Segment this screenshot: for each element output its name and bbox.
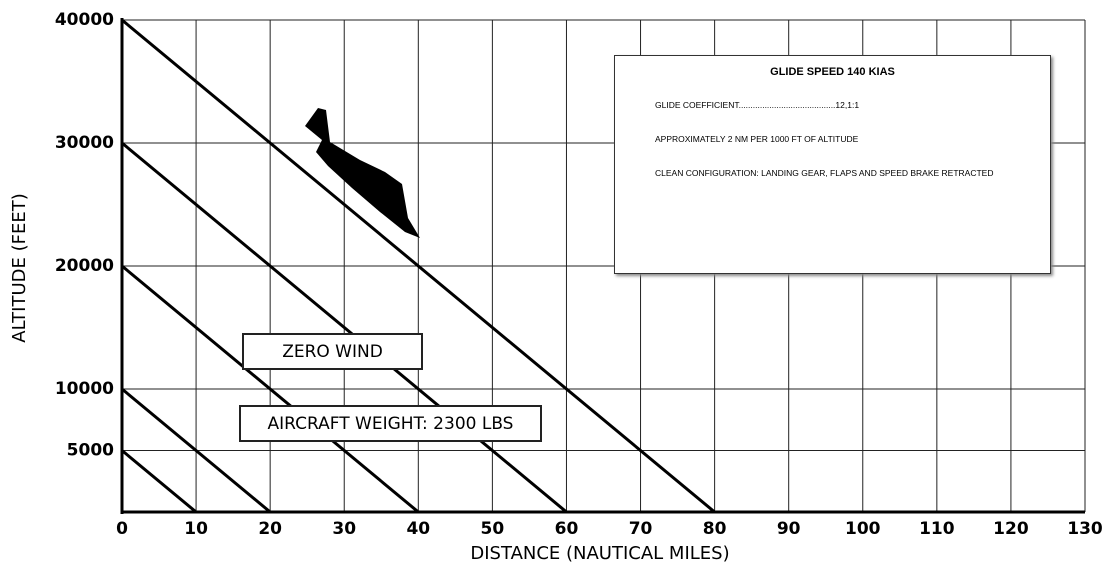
- y-tick-label: 5000: [67, 441, 114, 461]
- x-tick-label: 90: [777, 519, 801, 539]
- y-tick-label: 20000: [55, 256, 114, 276]
- info-line: GLIDE COEFFICIENT.......................…: [655, 100, 860, 110]
- info-box: GLIDE SPEED 140 KIAS GLIDE COEFFICIENT..…: [614, 55, 1051, 274]
- y-tick-label: 30000: [55, 133, 114, 153]
- info-line: CLEAN CONFIGURATION: LANDING GEAR, FLAPS…: [655, 168, 994, 178]
- x-tick-label: 50: [481, 519, 505, 539]
- glide-line: [121, 387, 272, 514]
- y-axis-label: ALTITUDE (FEET): [9, 193, 30, 342]
- x-tick-label: 120: [993, 519, 1029, 539]
- glide-line: [121, 141, 568, 514]
- x-tick-label: 100: [845, 519, 881, 539]
- x-tick-label: 20: [258, 519, 282, 539]
- y-tick-label: 40000: [55, 10, 114, 30]
- x-tick-label: 30: [332, 519, 356, 539]
- x-tick-label: 10: [184, 519, 208, 539]
- annotation: ZERO WIND: [242, 333, 423, 370]
- annotation: AIRCRAFT WEIGHT: 2300 LBS: [239, 405, 542, 442]
- glide-line: [121, 18, 716, 514]
- info-line: APPROXIMATELY 2 NM PER 1000 FT OF ALTITU…: [655, 134, 859, 144]
- x-tick-label: 0: [116, 519, 128, 539]
- x-axis-label: DISTANCE (NAUTICAL MILES): [470, 543, 729, 564]
- x-tick-label: 80: [703, 519, 727, 539]
- x-tick-label: 40: [406, 519, 430, 539]
- x-tick-label: 70: [629, 519, 653, 539]
- info-title: GLIDE SPEED 140 KIAS: [770, 66, 895, 78]
- glide-line: [121, 449, 198, 514]
- x-tick-label: 130: [1067, 519, 1103, 539]
- x-tick-label: 60: [555, 519, 579, 539]
- aircraft-silhouette: [305, 108, 420, 238]
- y-tick-label: 10000: [55, 379, 114, 399]
- x-tick-label: 110: [919, 519, 955, 539]
- glide-line: [121, 264, 420, 514]
